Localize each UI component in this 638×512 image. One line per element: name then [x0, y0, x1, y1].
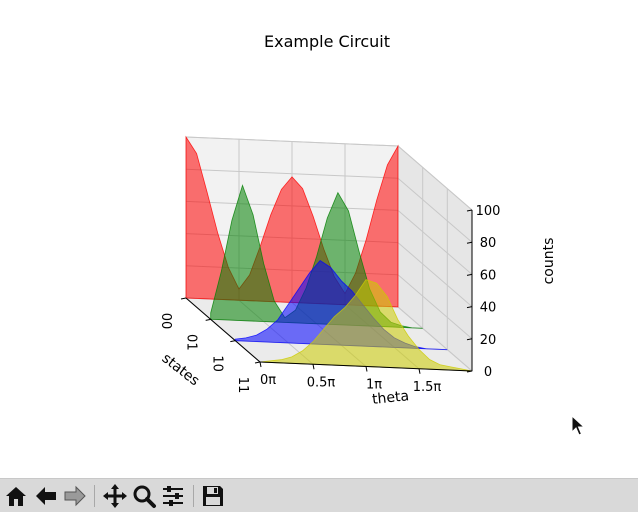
forward-arrow-icon — [64, 485, 86, 507]
z-tick-mark — [466, 370, 473, 373]
z-tick-label: 20 — [480, 333, 497, 348]
y-tick-label: 10 — [209, 355, 224, 372]
x-tick-mark — [312, 364, 315, 370]
y-tick-label: 00 — [158, 313, 173, 330]
figure-canvas[interactable]: 0π 0.5π 1π 1.5π 00 01 10 11 0 20 40 60 80 100 Example … — [0, 0, 638, 478]
series-area-11 — [259, 279, 473, 372]
z-tick-label: 80 — [480, 236, 497, 251]
y-axis-line — [185, 297, 261, 363]
z-axis-label: counts — [541, 238, 557, 285]
y-tick-label: 11 — [235, 377, 250, 394]
x-tick-mark — [259, 361, 262, 368]
configure-subplots-button[interactable] — [160, 483, 186, 509]
z-tick-mark — [466, 241, 473, 244]
series-area-10 — [234, 259, 448, 351]
x-tick-label: 1π — [366, 378, 382, 393]
y-axis-label: states — [159, 350, 203, 389]
magnifier-icon — [133, 485, 156, 508]
z-tick-mark — [466, 209, 473, 212]
z-tick-mark — [466, 338, 473, 341]
toolbar-separator — [94, 485, 95, 507]
back-button[interactable] — [33, 483, 59, 509]
z-tick-label: 60 — [480, 268, 497, 283]
pan-button[interactable] — [102, 483, 128, 509]
y-tick-label: 01 — [184, 334, 199, 351]
y-tick-mark — [180, 297, 187, 300]
3d-area-chart[interactable]: 0π 0.5π 1π 1.5π00011011020406080100Example … — [0, 0, 638, 478]
home-icon — [6, 487, 26, 506]
y-tick-mark — [205, 318, 211, 321]
sliders-icon — [163, 486, 183, 506]
save-button[interactable] — [200, 483, 226, 509]
mouse-pointer-icon — [571, 415, 586, 436]
back-arrow-icon — [36, 487, 56, 505]
x-tick-label: 0.5π — [307, 375, 336, 390]
z-tick-mark — [466, 306, 473, 309]
x-axis-label: theta — [371, 388, 410, 408]
toolbar-separator — [193, 485, 194, 507]
x-tick-label: 0π — [260, 373, 276, 388]
move-icon — [103, 484, 127, 508]
z-tick-mark — [466, 273, 473, 276]
x-tick-mark — [365, 366, 368, 372]
y-tick-mark — [230, 340, 236, 343]
z-tick-label: 0 — [484, 365, 492, 380]
forward-button[interactable] — [62, 483, 88, 509]
z-tick-label: 100 — [476, 204, 501, 219]
navigation-toolbar — [0, 478, 638, 512]
home-button[interactable] — [3, 483, 29, 509]
x-tick-label: 1.5π — [413, 380, 442, 395]
z-tick-label: 40 — [480, 301, 497, 316]
chart-title: Example Circuit — [264, 32, 390, 51]
y-tick-mark — [254, 361, 261, 364]
zoom-button[interactable] — [131, 483, 157, 509]
floppy-disk-icon — [203, 486, 223, 506]
x-tick-mark — [418, 368, 421, 374]
